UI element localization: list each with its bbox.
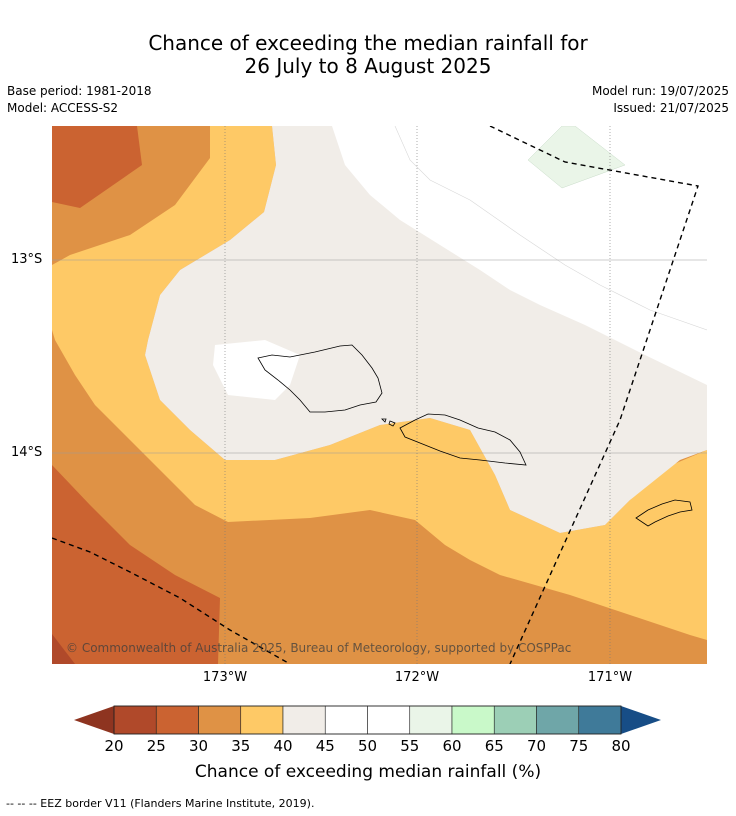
contour-45-55-patch	[213, 340, 300, 400]
colorbar-under-arrow	[74, 706, 114, 734]
colorbar	[74, 705, 661, 735]
colorbar-tick-label: 50	[357, 737, 378, 755]
upolu-island	[399, 413, 527, 466]
colorbar-segment	[367, 705, 411, 735]
issued-date: Issued: 21/07/2025	[613, 101, 729, 115]
contour-35-40	[52, 126, 707, 640]
savaii-island	[257, 344, 383, 413]
eez-legend-note: -- -- -- EEZ border V11 (Flanders Marine…	[6, 797, 315, 810]
colorbar-tick-label: 65	[484, 737, 504, 755]
manono-island	[388, 420, 396, 427]
colorbar-tick-label: 75	[569, 737, 589, 755]
colorbar-label: Chance of exceeding median rainfall (%)	[194, 762, 542, 782]
colorbar-segment	[451, 705, 495, 735]
lon-label-172w: 172°W	[394, 670, 440, 685]
colorbar-tick-label: 60	[442, 737, 462, 755]
contour-25-30	[52, 465, 220, 664]
contour-20-25	[52, 634, 75, 664]
colorbar-tick-label: 55	[400, 737, 420, 755]
colorbar-tick-label: 45	[315, 737, 335, 755]
colorbar-segment	[324, 705, 368, 735]
colorbar-segment	[409, 705, 453, 735]
colorbar-segment	[240, 705, 284, 735]
lat-label-14s: 14°S	[11, 445, 43, 460]
lon-label-173w: 173°W	[202, 670, 248, 685]
tutuila-island	[635, 499, 693, 527]
colorbar-tick-label: 40	[273, 737, 293, 755]
eez-border-samoa-as	[489, 126, 699, 664]
rainfall-contours	[52, 126, 707, 664]
colorbar-tick-label: 20	[104, 737, 124, 755]
base-period: Base period: 1981-2018	[7, 84, 152, 98]
colorbar-segment	[493, 705, 537, 735]
contour-45-55	[332, 126, 707, 385]
colorbar-over-arrow	[621, 706, 661, 734]
model-run-date: Model run: 19/07/2025	[591, 84, 729, 98]
colorbar-segment	[536, 705, 580, 735]
colorbar-tick-label: 35	[231, 737, 251, 755]
colorbar-segment	[282, 705, 326, 735]
lat-label-13s: 13°S	[11, 252, 43, 267]
contour-55-60	[527, 126, 626, 189]
contour-25-30-north	[52, 126, 142, 208]
colorbar-tick-label: 80	[611, 737, 631, 755]
colorbar-outline	[113, 705, 622, 735]
lon-label-171w: 171°W	[587, 670, 633, 685]
colorbar-segment	[578, 705, 622, 735]
faint-contour-line	[394, 126, 707, 331]
copyright-notice: © Commonwealth of Australia 2025, Bureau…	[66, 641, 572, 655]
apolima-island	[381, 418, 387, 423]
map-title-line-1: Chance of exceeding the median rainfall …	[148, 31, 588, 55]
model-name: Model: ACCESS-S2	[7, 101, 119, 115]
colorbar-tick-label: 30	[188, 737, 209, 755]
colorbar-tick-label: 25	[146, 737, 166, 755]
colorbar-tick-label: 70	[526, 737, 547, 755]
colorbar-segment	[198, 705, 242, 735]
colorbar-segment	[113, 705, 157, 735]
map-title-line-2: 26 July to 8 August 2025	[244, 54, 492, 78]
colorbar-segment	[155, 705, 199, 735]
